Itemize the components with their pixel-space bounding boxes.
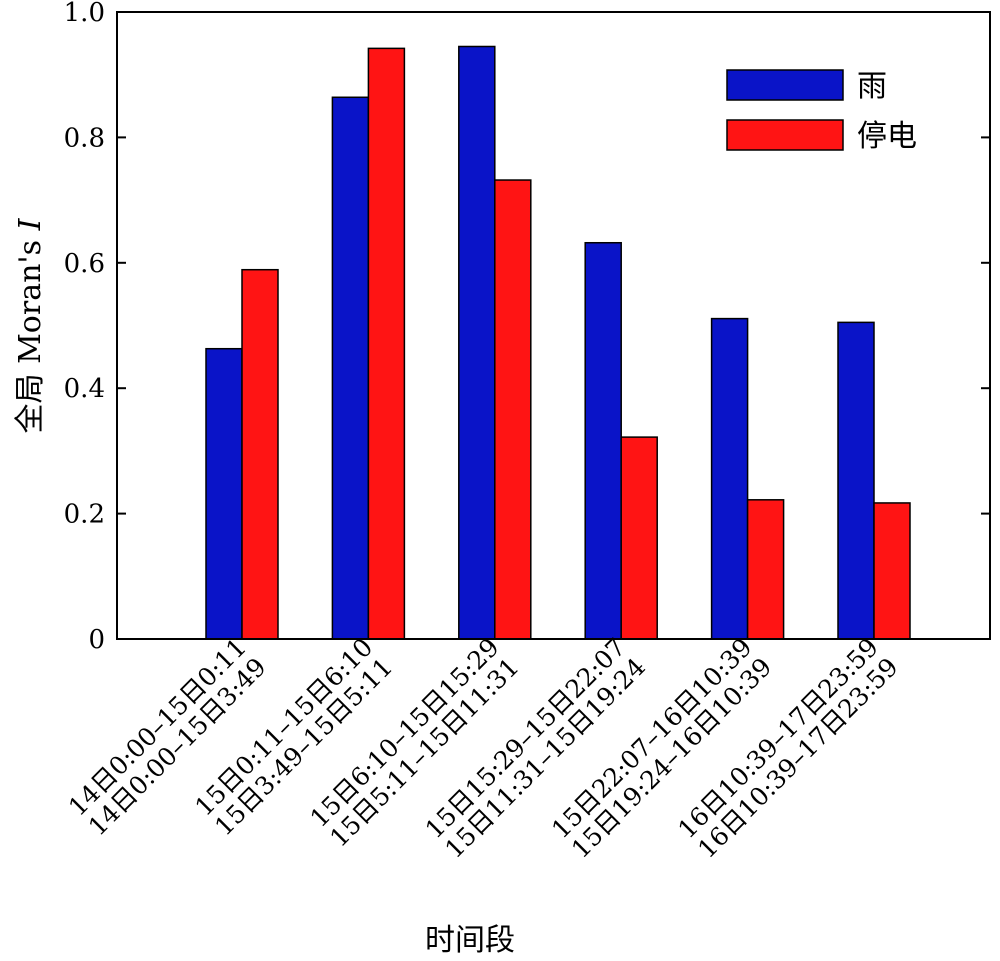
bar-outage-4 (746, 499, 785, 640)
bar-outage-0 (241, 268, 279, 640)
bar-rain-3 (584, 241, 622, 640)
y-axis-ticks: 0 0.2 0.4 0.6 0.8 1.0 (64, 0, 990, 655)
plot-frame (116, 11, 991, 640)
legend-swatch-rain (726, 69, 844, 101)
bar-rain-0 (205, 347, 243, 640)
y-tick-label: 0.2 (64, 500, 105, 530)
y-tick-label: 0 (88, 625, 105, 655)
bar-rain-2 (458, 45, 496, 640)
y-tick-label: 0.8 (64, 123, 105, 153)
x-axis-category-labels: 14日0:00–15日0:1114日0:00–15日3:4915日0:11–15… (63, 632, 904, 863)
x-axis-title: 时间段 (425, 923, 515, 957)
bars-group (205, 45, 911, 640)
legend-label-outage: 停电 (857, 119, 917, 154)
bar-rain-5 (837, 321, 875, 640)
legend: 雨 停电 (726, 69, 917, 154)
legend-swatch-outage (726, 119, 844, 151)
bar-outage-3 (620, 436, 658, 640)
bar-outage-1 (367, 47, 406, 640)
bar-rain-4 (710, 317, 749, 640)
legend-label-rain: 雨 (857, 69, 887, 104)
y-axis-title: 全局 Moran's I (13, 217, 48, 433)
bar-outage-5 (873, 502, 911, 640)
y-tick-label: 0.6 (64, 249, 105, 279)
bar-outage-2 (494, 179, 532, 640)
y-tick-label: 0.4 (64, 374, 105, 404)
bar-rain-1 (331, 96, 370, 640)
y-tick-label: 1.0 (64, 0, 105, 28)
